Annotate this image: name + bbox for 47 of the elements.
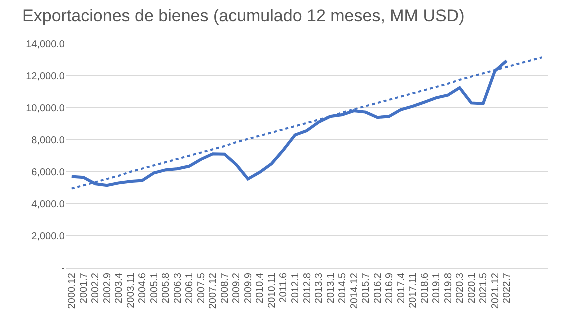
x-tick-label: 2014.12	[349, 272, 360, 310]
x-tick-label: 2014.5	[338, 272, 349, 304]
x-tick-label: 2013.1	[326, 272, 337, 304]
x-tick-label: 2019.8	[443, 272, 454, 304]
chart-title: Exportaciones de bienes (acumulado 12 meses, MM USD)	[22, 6, 465, 26]
x-tick-label: 2001.7	[78, 272, 90, 304]
x-tick-label: 2006.3	[172, 272, 184, 304]
y-tick-label: -	[62, 264, 65, 274]
y-tick-label: 12,000.0	[26, 72, 66, 82]
y-tick-label: 10,000.0	[26, 104, 66, 114]
x-tick-label: 2005.1	[149, 272, 160, 304]
x-tick-label: 2011.6	[278, 272, 290, 303]
x-tick-label: 2020.3	[455, 272, 466, 304]
x-tick-label: 2017.4	[396, 272, 408, 304]
x-tick-label: 2002.2	[90, 272, 102, 304]
x-tick-label: 2019.1	[432, 272, 443, 304]
x-tick-label: 2010.11	[266, 272, 278, 308]
x-tick-label: 2000.12	[67, 272, 78, 310]
x-tick-label: 2016.2	[372, 272, 384, 304]
x-tick-label: 2002.9	[102, 272, 114, 304]
x-tick-label: 2016.9	[384, 272, 396, 304]
y-tick-label: 14,000.0	[26, 40, 66, 50]
x-tick-label: 2009.9	[243, 272, 254, 304]
x-tick-label: 2021.5	[478, 272, 490, 304]
y-tick-label: 2,000.0	[32, 232, 66, 242]
x-tick-label: 2007.12	[208, 272, 220, 310]
x-tick-label: 2012.8	[302, 272, 314, 304]
y-tick-label: 6,000.0	[32, 168, 66, 178]
x-tick-label: 2021.12	[490, 272, 502, 310]
x-tick-label: 2020.1	[466, 272, 478, 304]
x-tick-label: 2007.5	[196, 272, 208, 304]
x-tick-label: 2017.11	[408, 272, 420, 308]
x-tick-label: 2008.7	[220, 272, 231, 304]
x-tick-label: 2005.8	[161, 272, 172, 304]
x-tick-label: 2009.2	[232, 272, 243, 304]
x-tick-label: 2003.11	[126, 272, 137, 308]
y-tick-label: 4,000.0	[32, 200, 66, 210]
x-tick-label: 2013.3	[314, 272, 326, 304]
x-tick-label: 2010.4	[255, 272, 266, 304]
x-tick-label: 2015.7	[361, 272, 372, 304]
x-tick-label: 2018.6	[420, 272, 431, 304]
x-tick-label: 2012.1	[290, 272, 302, 304]
x-tick-label: 2022.7	[502, 272, 514, 304]
x-tick-label: 2004.6	[138, 272, 149, 304]
x-tick-label: 2006.1	[184, 272, 196, 304]
x-tick-label: 2003.4	[114, 272, 126, 304]
y-tick-label: 8,000.0	[32, 136, 66, 146]
